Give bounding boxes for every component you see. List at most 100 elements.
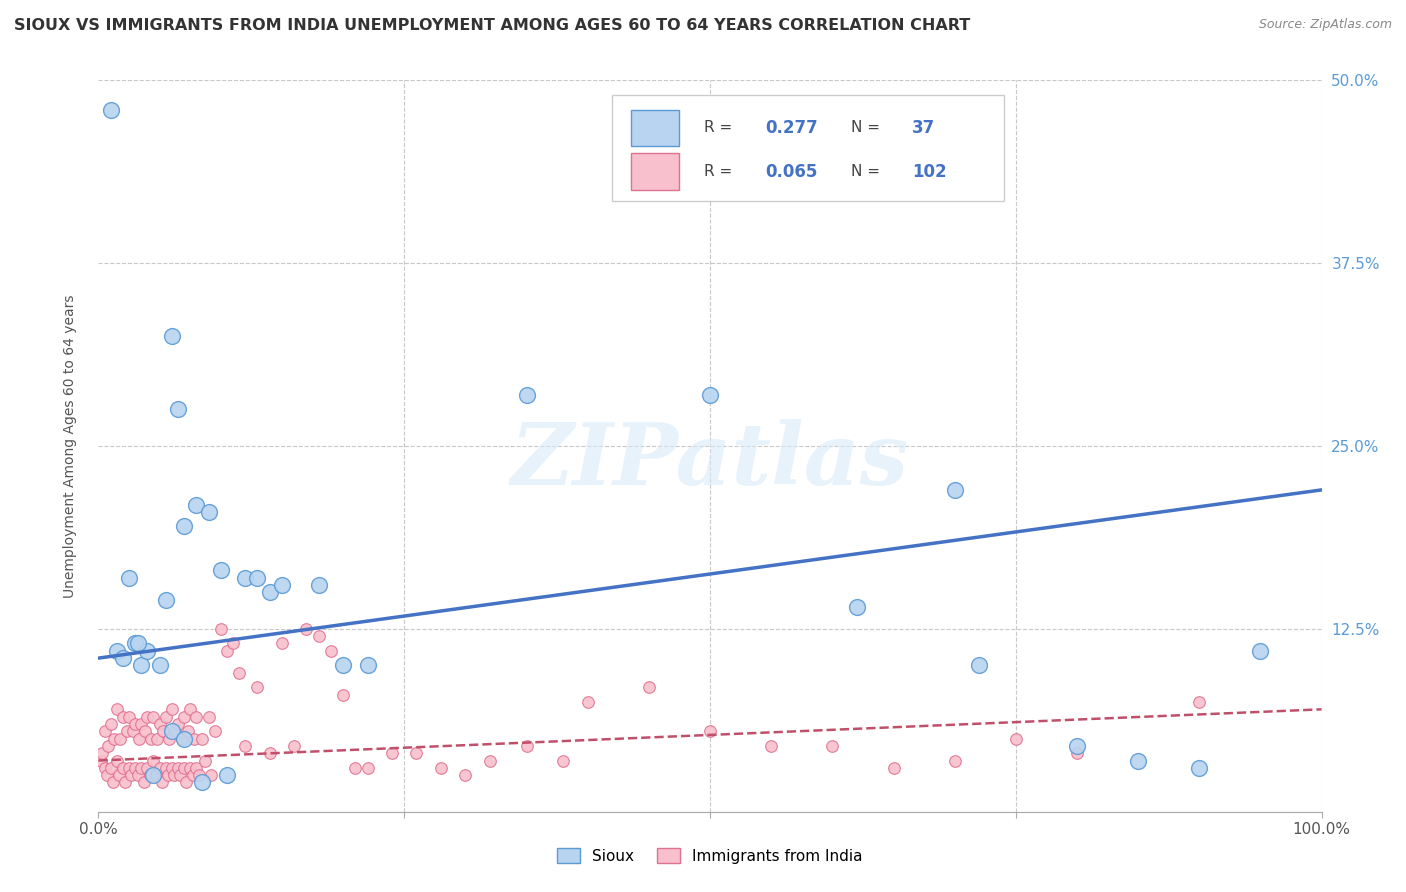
Text: N =: N = — [851, 164, 880, 179]
Point — [259, 585, 281, 599]
Text: SIOUX VS IMMIGRANTS FROM INDIA UNEMPLOYMENT AMONG AGES 60 TO 64 YEARS CORRELATIO: SIOUX VS IMMIGRANTS FROM INDIA UNEMPLOYM… — [14, 18, 970, 33]
Point — [157, 731, 180, 746]
Point — [127, 768, 149, 782]
Point — [173, 519, 195, 533]
Point — [1128, 754, 1150, 768]
Point — [152, 724, 174, 739]
Point — [181, 768, 204, 782]
Text: Source: ZipAtlas.com: Source: ZipAtlas.com — [1258, 18, 1392, 31]
Point — [186, 709, 208, 723]
Text: R =: R = — [704, 120, 737, 136]
Point — [308, 629, 330, 643]
Point — [246, 571, 269, 585]
Point — [200, 768, 222, 782]
Point — [332, 688, 354, 702]
Point — [209, 622, 232, 636]
Point — [943, 483, 966, 497]
FancyBboxPatch shape — [630, 153, 679, 190]
Point — [129, 761, 152, 775]
Point — [516, 388, 538, 402]
Point — [233, 739, 256, 753]
Point — [142, 754, 165, 768]
Point — [132, 775, 155, 789]
Point — [128, 731, 150, 746]
Point — [179, 761, 201, 775]
Point — [155, 709, 177, 723]
Point — [516, 739, 538, 753]
Point — [356, 761, 378, 775]
Point — [204, 724, 226, 739]
Point — [167, 761, 190, 775]
Point — [93, 724, 115, 739]
Point — [186, 761, 208, 775]
Legend: Sioux, Immigrants from India: Sioux, Immigrants from India — [551, 842, 869, 870]
Point — [430, 761, 453, 775]
Point — [105, 644, 128, 658]
Point — [283, 739, 305, 753]
Point — [111, 651, 134, 665]
Point — [142, 768, 165, 782]
Point — [222, 636, 245, 650]
Text: N =: N = — [851, 120, 880, 136]
Point — [1188, 695, 1211, 709]
Point — [90, 754, 112, 768]
Point — [100, 761, 122, 775]
Point — [478, 754, 501, 768]
Point — [124, 717, 146, 731]
Point — [134, 724, 156, 739]
Point — [967, 658, 990, 673]
Point — [943, 754, 966, 768]
Point — [173, 731, 195, 746]
Point — [1250, 644, 1272, 658]
Point — [553, 754, 575, 768]
Point — [699, 724, 721, 739]
Point — [215, 644, 238, 658]
Point — [120, 768, 142, 782]
Point — [111, 709, 134, 723]
Point — [121, 724, 143, 739]
Point — [105, 754, 128, 768]
Point — [883, 761, 905, 775]
Text: 0.277: 0.277 — [765, 119, 818, 136]
Point — [259, 746, 281, 760]
Point — [155, 761, 177, 775]
Point — [155, 592, 177, 607]
Point — [183, 731, 205, 746]
Point — [149, 761, 172, 775]
Point — [405, 746, 427, 760]
Point — [110, 731, 132, 746]
Text: 37: 37 — [912, 119, 935, 136]
Point — [96, 768, 118, 782]
Point — [576, 695, 599, 709]
Point — [209, 563, 232, 577]
Point — [170, 731, 193, 746]
Point — [699, 388, 721, 402]
Point — [845, 599, 868, 614]
Point — [93, 761, 115, 775]
FancyBboxPatch shape — [630, 110, 679, 146]
Point — [108, 768, 131, 782]
Point — [319, 644, 342, 658]
FancyBboxPatch shape — [612, 95, 1004, 201]
Point — [191, 731, 214, 746]
Point — [191, 775, 214, 789]
Point — [105, 702, 128, 716]
Point — [332, 658, 354, 673]
Point — [150, 775, 173, 789]
Point — [165, 724, 187, 739]
Point — [1188, 761, 1211, 775]
Point — [169, 768, 191, 782]
Point — [233, 571, 256, 585]
Point — [160, 761, 183, 775]
Point — [638, 681, 661, 695]
Point — [118, 761, 141, 775]
Point — [179, 702, 201, 716]
Point — [142, 709, 165, 723]
Point — [176, 775, 198, 789]
Point — [1066, 746, 1088, 760]
Point — [100, 717, 122, 731]
Point — [194, 754, 217, 768]
Text: ZIPatlas: ZIPatlas — [510, 419, 910, 502]
Point — [160, 724, 183, 739]
Point — [136, 644, 159, 658]
